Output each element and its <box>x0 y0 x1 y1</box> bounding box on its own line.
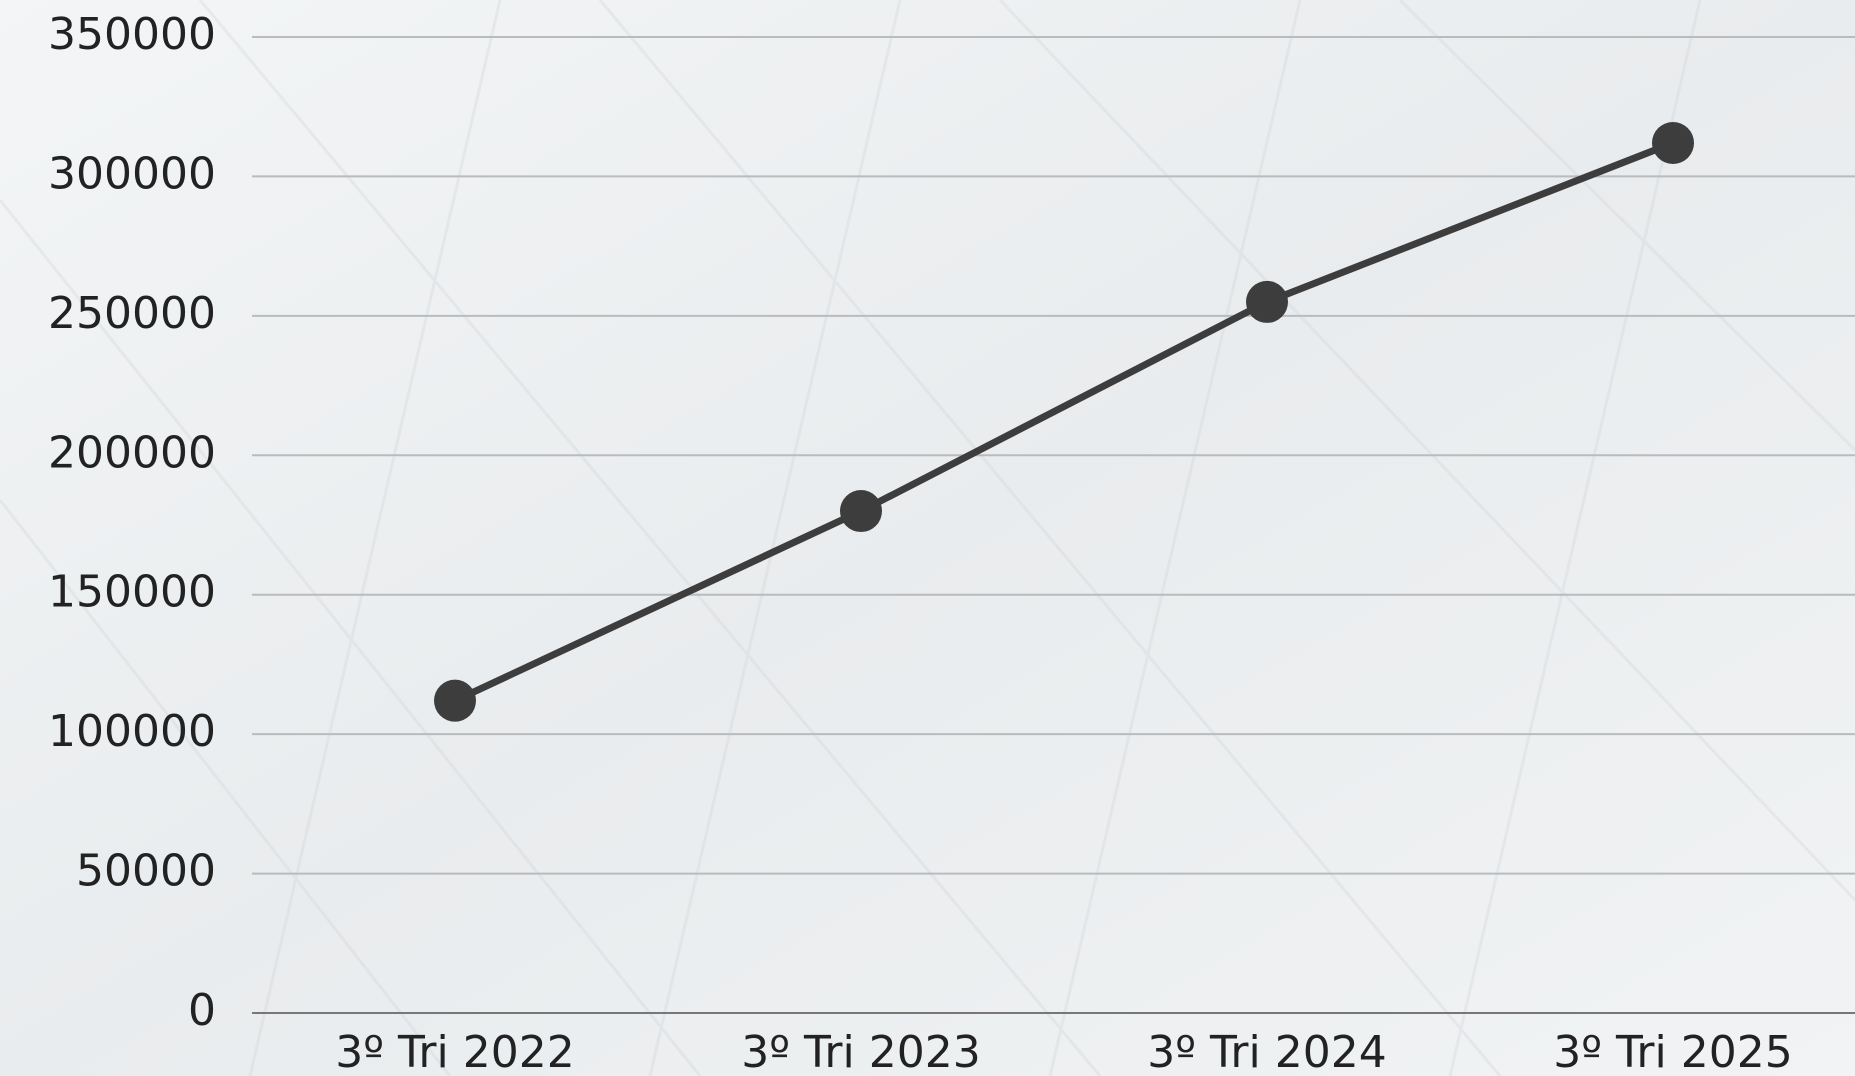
data-point <box>1652 121 1694 164</box>
data-point <box>1246 280 1288 323</box>
x-tick-label: 3º Tri 2023 <box>741 1027 980 1076</box>
x-tick-label: 3º Tri 2024 <box>1147 1027 1386 1076</box>
data-point <box>434 679 476 722</box>
y-tick-label: 300000 <box>48 148 216 199</box>
x-tick-label: 3º Tri 2025 <box>1553 1027 1792 1076</box>
data-point <box>840 490 882 533</box>
y-tick-label: 250000 <box>48 288 216 339</box>
y-tick-label: 100000 <box>48 706 216 757</box>
y-tick-label: 350000 <box>48 9 216 60</box>
y-tick-label: 0 <box>188 985 216 1036</box>
y-tick-label: 150000 <box>48 567 216 618</box>
y-tick-label: 200000 <box>48 427 216 478</box>
y-tick-label: 50000 <box>76 846 216 897</box>
data-line <box>453 139 1675 704</box>
x-tick-label: 3º Tri 2022 <box>335 1027 574 1076</box>
